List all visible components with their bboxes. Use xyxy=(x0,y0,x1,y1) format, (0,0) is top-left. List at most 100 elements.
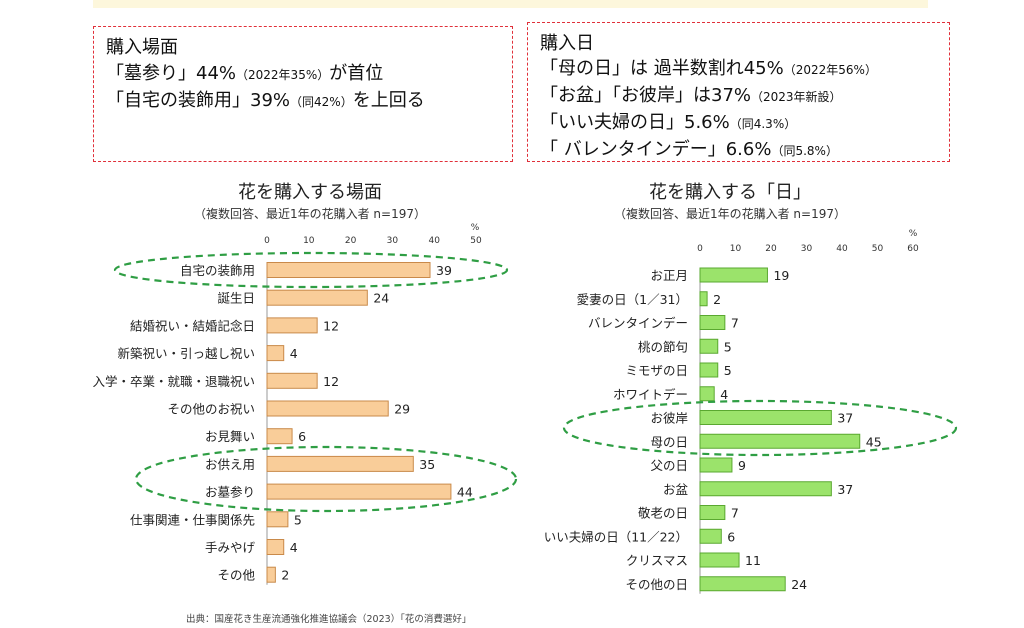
day-summary-line-1-note: （2022年56%） xyxy=(783,63,877,77)
scene-category-label: 自宅の装飾用 xyxy=(180,263,255,278)
day-value-label: 37 xyxy=(837,482,853,497)
scene-bar xyxy=(266,372,318,389)
scene-bar xyxy=(266,566,276,583)
scene-category-label: 誕生日 xyxy=(217,291,255,306)
scene-category-label: お見舞い xyxy=(205,429,255,444)
scene-bar xyxy=(266,483,452,500)
day-bar xyxy=(699,267,768,283)
scene-category-label: 仕事関連・仕事関係先 xyxy=(130,512,255,527)
scene-tick-label-4: 40 xyxy=(428,236,440,246)
scene-chart-subtitle: （複数回答、最近1年の花購入者 n=197） xyxy=(193,207,426,221)
day-category-label: お盆 xyxy=(663,482,689,497)
scene-unit-label: % xyxy=(471,223,480,233)
day-value-label: 11 xyxy=(745,553,761,568)
scene-bar xyxy=(266,317,318,334)
scene-tick-label-1: 10 xyxy=(303,236,315,246)
scene-category-label: お墓参り xyxy=(205,485,255,500)
day-bar xyxy=(699,338,719,354)
day-summary-line-1-main: 「母の日」は 過半数割れ45% xyxy=(540,58,784,79)
scene-summary-line-1-tail: が首位 xyxy=(329,63,384,84)
day-summary-line-1: 「母の日」は 過半数割れ45%（2022年56%） xyxy=(540,56,937,83)
scene-bar xyxy=(266,289,368,306)
day-value-label: 4 xyxy=(720,387,728,402)
day-category-label: ホワイトデー xyxy=(613,387,688,402)
scene-tick-label-5: 50 xyxy=(470,236,482,246)
day-value-label: 7 xyxy=(731,316,739,331)
day-category-label: その他の日 xyxy=(625,577,688,592)
day-bar xyxy=(699,481,832,497)
scene-summary-line-2-main: 「自宅の装飾用」39% xyxy=(106,90,291,111)
day-unit-label: % xyxy=(909,229,918,239)
day-category-label: お彼岸 xyxy=(650,411,688,426)
scene-category-label: 入学・卒業・就職・退職祝い xyxy=(92,374,255,389)
scene-category-label: 結婚祝い・結婚記念日 xyxy=(130,318,255,333)
day-category-label: 愛妻の日（1／31） xyxy=(577,292,688,307)
day-category-label: 桃の節句 xyxy=(638,339,688,354)
scene-value-label: 12 xyxy=(323,374,339,389)
day-category-label: クリスマス xyxy=(626,553,688,568)
scene-tick-label-3: 30 xyxy=(387,236,399,246)
scene-bar xyxy=(266,262,431,278)
day-summary-title: 購入日 xyxy=(540,33,594,54)
scene-summary-line-1: 「墓参り」44%（2022年35%）が首位 xyxy=(106,61,500,88)
day-value-label: 5 xyxy=(724,363,732,378)
scene-bar xyxy=(266,539,285,555)
scene-value-label: 5 xyxy=(294,512,302,527)
day-value-label: 9 xyxy=(738,458,746,473)
source-note: 出典：国産花き生産流通強化推進協議会（2023）「花の消費選好」 xyxy=(186,614,472,625)
day-tick-label-3: 30 xyxy=(801,244,813,254)
day-bar xyxy=(699,505,726,520)
scene-value-label: 2 xyxy=(281,568,289,583)
day-bar xyxy=(699,433,861,449)
scene-category-label: お供え用 xyxy=(205,457,255,472)
day-tick-label-1: 10 xyxy=(730,244,742,254)
day-summary-line-4-note: （同5.8%） xyxy=(771,144,838,158)
day-summary-line-4-main: 「 バレンタインデー」6.6% xyxy=(540,139,772,160)
scene-bar xyxy=(266,455,414,472)
day-bar xyxy=(699,552,740,568)
scene-category-label: その他 xyxy=(217,568,255,583)
scene-value-label: 29 xyxy=(394,402,410,417)
scene-chart-title: 花を購入する場面 xyxy=(238,182,382,203)
day-bar xyxy=(699,386,715,402)
day-chart-title: 花を購入する「日」 xyxy=(649,182,811,203)
day-tick-label-4: 40 xyxy=(836,244,848,254)
day-highlight-ellipse-0 xyxy=(562,399,958,457)
day-tick-label-2: 20 xyxy=(765,244,777,254)
scene-value-label: 44 xyxy=(457,485,473,500)
scene-value-label: 35 xyxy=(419,457,435,472)
day-category-label: 敬老の日 xyxy=(638,506,688,521)
scene-category-label: 新築祝い・引っ越し祝い xyxy=(117,346,255,361)
day-value-label: 6 xyxy=(727,529,735,544)
day-value-label: 45 xyxy=(866,434,882,449)
day-summary-line-2-main: 「お盆」「お彼岸」は37% xyxy=(540,85,752,106)
day-category-label: バレンタインデー xyxy=(588,316,688,331)
day-value-label: 5 xyxy=(724,339,732,354)
day-tick-label-5: 50 xyxy=(872,244,884,254)
scene-summary-box: 購入場面 「墓参り」44%（2022年35%）が首位 「自宅の装飾用」39%（同… xyxy=(93,26,513,162)
day-value-label: 24 xyxy=(791,577,807,592)
scene-summary-title: 購入場面 xyxy=(106,37,178,58)
scene-highlight-ellipse-1 xyxy=(134,445,518,513)
scene-bar xyxy=(266,428,293,445)
scene-category-label: 手みやげ xyxy=(205,540,256,555)
top-banner-strip xyxy=(93,0,928,8)
scene-tick-label-2: 20 xyxy=(345,236,357,246)
scene-value-label: 12 xyxy=(323,318,339,333)
day-summary-line-3-main: 「いい夫婦の日」5.6% xyxy=(540,112,730,133)
scene-value-label: 6 xyxy=(298,429,306,444)
day-bar xyxy=(699,457,733,473)
day-value-label: 2 xyxy=(713,292,721,307)
day-bar xyxy=(699,410,832,425)
day-value-label: 7 xyxy=(731,506,739,521)
day-summary-line-2-note: （2023年新設） xyxy=(751,90,842,104)
scene-value-label: 24 xyxy=(373,291,389,306)
day-value-label: 37 xyxy=(837,411,853,426)
day-summary-line-3: 「いい夫婦の日」5.6%（同4.3%） xyxy=(540,110,937,137)
scene-value-label: 4 xyxy=(290,346,298,361)
scene-value-label: 39 xyxy=(436,263,452,278)
scene-summary-line-2: 「自宅の装飾用」39%（同42%）を上回る xyxy=(106,88,500,115)
day-bar xyxy=(699,315,726,330)
day-category-label: 母の日 xyxy=(650,434,688,449)
